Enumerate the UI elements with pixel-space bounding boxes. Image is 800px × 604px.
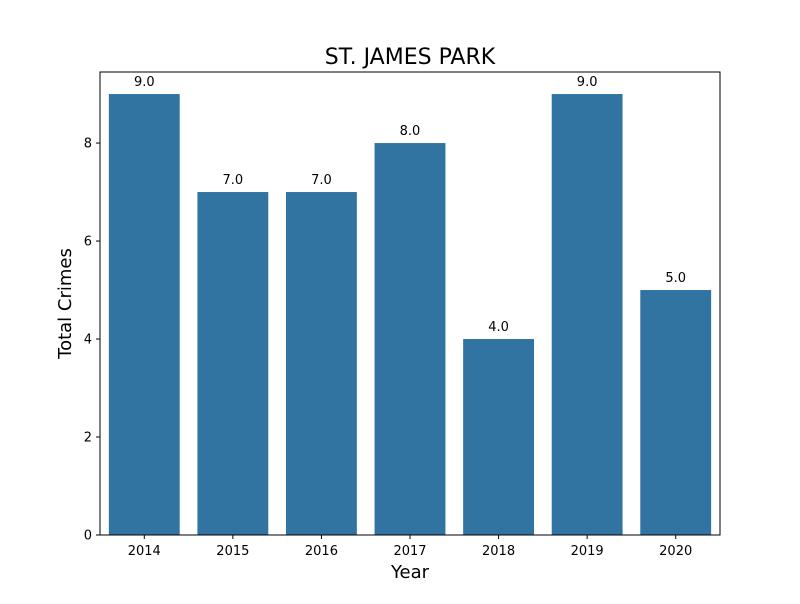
y-tick-label: 8 [84,137,92,152]
x-tick-label: 2019 [571,544,604,559]
bar-2016 [286,192,357,535]
bar-value-label: 7.0 [223,173,244,188]
bar-value-label: 5.0 [665,271,686,286]
x-axis-label: Year [390,562,430,583]
bar-2018 [463,339,534,535]
bar-2014 [108,94,180,536]
x-tick-label: 2018 [482,544,515,559]
bar-2015 [197,192,269,535]
bar-value-label: 4.0 [488,320,509,335]
bar-value-label: 8.0 [400,124,421,139]
y-axis-ticks: 0 2 4 6 8 [84,137,100,544]
y-tick-label: 6 [84,235,92,250]
x-axis-ticks: 2014 2015 2016 2017 2018 2019 2020 [128,535,692,559]
y-tick-label: 4 [84,333,92,348]
x-tick-label: 2016 [305,544,338,559]
y-axis-label: Total Crimes [55,248,76,360]
bar-2019 [551,94,623,536]
x-tick-label: 2020 [659,544,692,559]
bar-value-label: 9.0 [134,75,155,90]
y-tick-label: 0 [84,529,92,544]
bar-value-label: 7.0 [311,173,332,188]
x-tick-label: 2015 [216,544,249,559]
chart-title: ST. JAMES PARK [325,45,496,70]
bar-2017 [374,143,446,535]
bar-labels-group: 9.0 7.0 7.0 8.0 4.0 9.0 5.0 [134,75,686,335]
bar-value-label: 9.0 [577,75,598,90]
x-tick-label: 2014 [128,544,161,559]
plot-frame [99,71,721,536]
y-tick-label: 2 [84,431,92,446]
bar-2020 [640,290,712,535]
bars-group [108,94,712,536]
x-tick-label: 2017 [393,544,426,559]
